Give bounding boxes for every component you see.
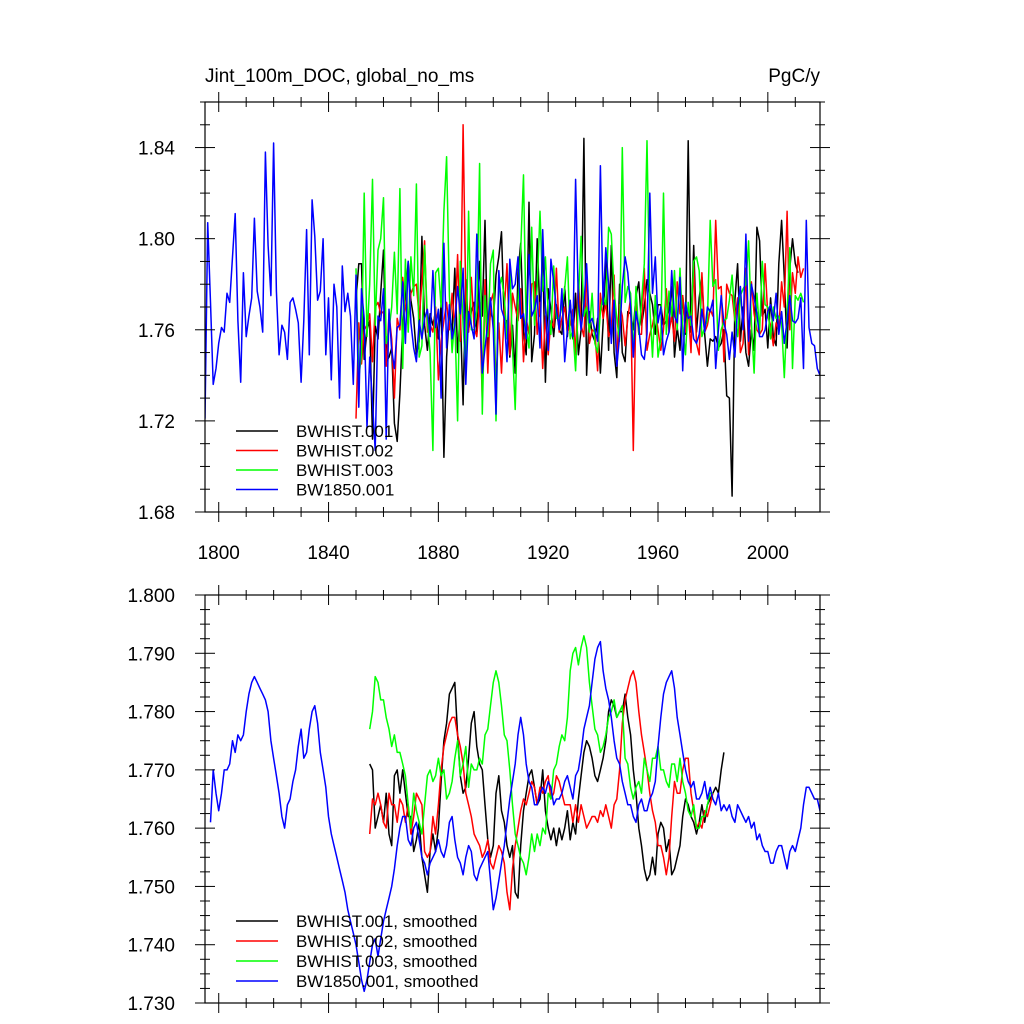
top-series-group: [205, 124, 820, 497]
bottom-panel: 1.730 1.740 1.750 1.760 1.770 1.780 1.790 1.800…: [127, 585, 830, 1015]
top-xtick-label-5: 2000: [747, 543, 789, 564]
bottom-ytick-label-5: 1.780: [127, 703, 175, 724]
bottom-ytick-label-1: 1.740: [127, 936, 175, 957]
chart-title: Jint_100m_DOC, global_no_ms: [205, 66, 474, 87]
bottom-ytick-label-6: 1.790: [127, 644, 175, 665]
bottom-legend-label-3: BW1850.001, smoothed: [296, 972, 478, 991]
top-xtick-label-3: 1920: [527, 543, 569, 564]
top-series-line-2: [355, 139, 805, 452]
top-legend-label-0: BWHIST.001: [296, 422, 393, 441]
top-xtick-label-4: 1960: [637, 543, 679, 564]
top-xtick-label-2: 1880: [417, 543, 459, 564]
top-legend-label-2: BWHIST.003: [296, 461, 393, 480]
bottom-series-group: [209, 635, 820, 993]
bottom-ytick-label-3: 1.760: [127, 819, 175, 840]
bottom-ytick-label-0: 1.730: [127, 994, 175, 1015]
top-ytick-label-4: 1.84: [138, 139, 175, 160]
bottom-ytick-label-2: 1.750: [127, 877, 175, 898]
bottom-series-line-2: [368, 635, 713, 876]
bottom-ytick-label-4: 1.770: [127, 761, 175, 782]
bottom-legend-label-2: BWHIST.003, smoothed: [296, 952, 477, 971]
top-panel: 1.68 1.72 1.76 1.80 1.84 1800 1840 1880 1920 1960…: [138, 92, 830, 564]
top-series-line-3: [205, 142, 820, 452]
bottom-series-line-3: [209, 640, 820, 993]
top-ytick-label-1: 1.72: [138, 412, 175, 433]
units-label: PgC/y: [768, 66, 820, 87]
bottom-ytick-label-7: 1.800: [127, 586, 175, 607]
top-legend-label-1: BWHIST.002: [296, 442, 393, 461]
top-ytick-label-0: 1.68: [138, 503, 175, 524]
bottom-legend-label-1: BWHIST.002, smoothed: [296, 932, 477, 951]
top-ytick-label-3: 1.80: [138, 230, 175, 251]
top-legend-label-3: BW1850.001: [296, 481, 394, 500]
top-xtick-label-0: 1800: [198, 543, 240, 564]
bottom-legend-label-0: BWHIST.001, smoothed: [296, 912, 477, 931]
top-xtick-label-1: 1840: [307, 543, 349, 564]
top-ytick-label-2: 1.76: [138, 321, 175, 342]
